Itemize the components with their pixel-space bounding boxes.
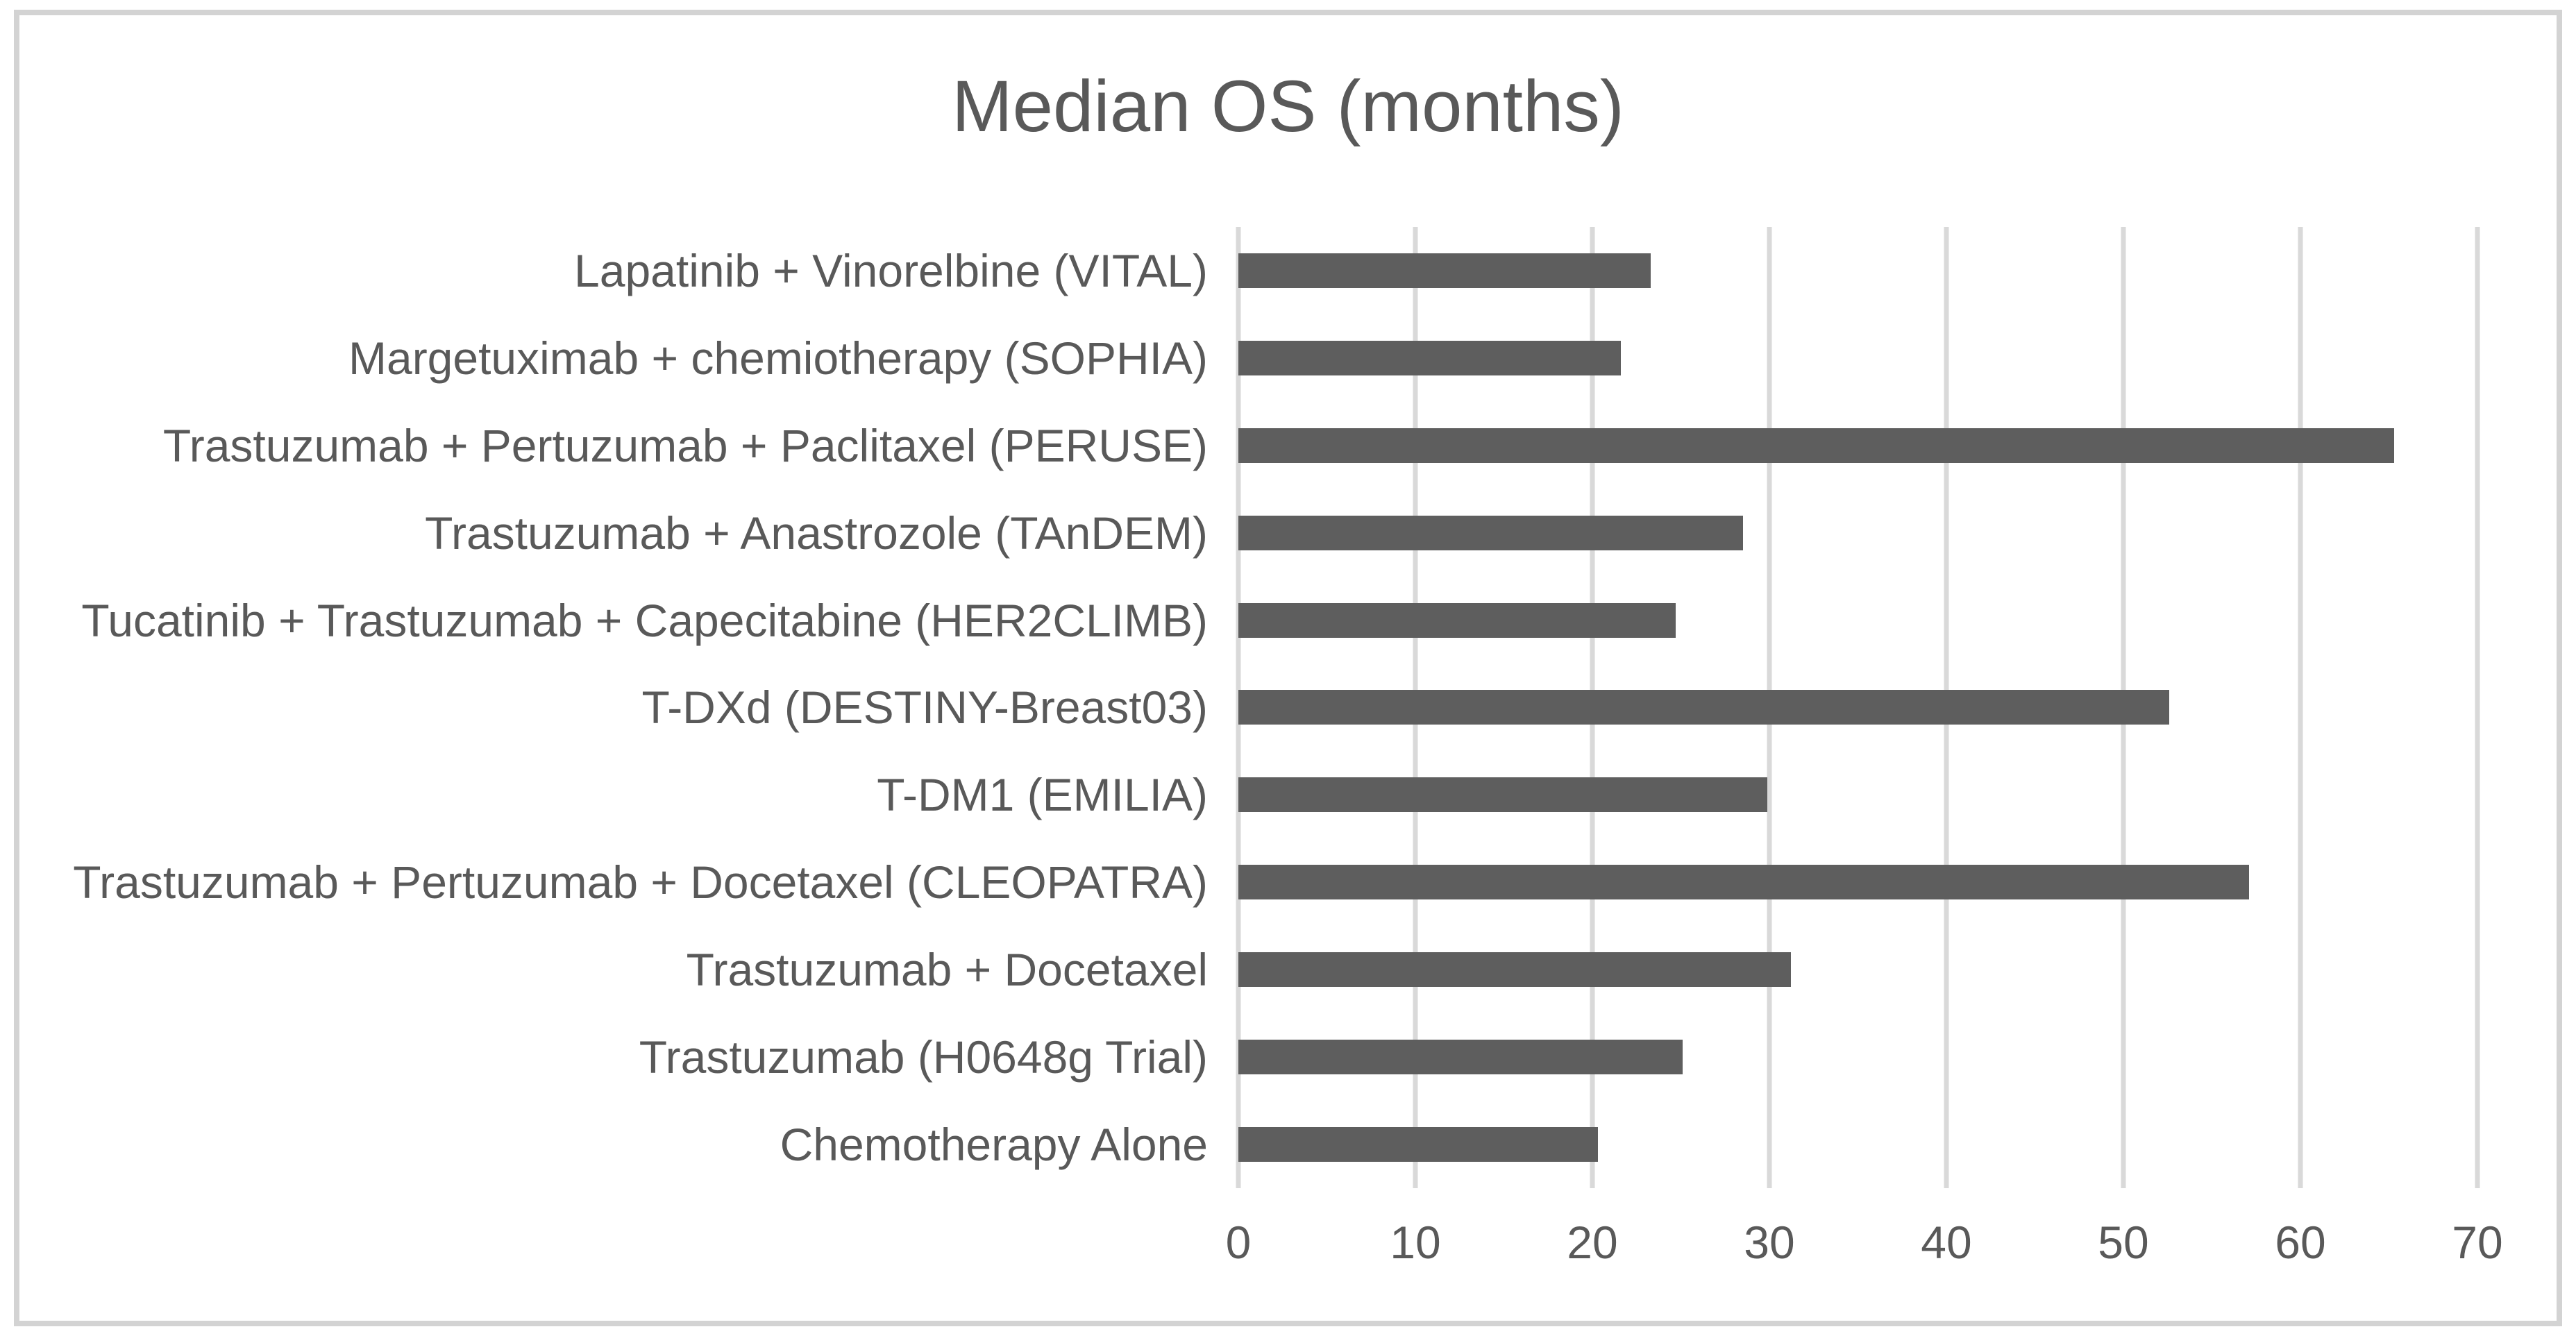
category-label: Lapatinib + Vinorelbine (VITAL) [574, 244, 1208, 296]
bar [1238, 777, 1768, 813]
bar-row [1238, 838, 2477, 926]
x-tick-label: 0 [1225, 1217, 1252, 1268]
x-axis-tick-labels: 0 10 20 30 40 50 60 70 [1226, 1216, 2503, 1278]
bar-row [1238, 1013, 2477, 1101]
bar [1238, 952, 1791, 988]
x-tick-label: 70 [2452, 1217, 2503, 1268]
bar-row [1238, 489, 2477, 577]
plot-area [1236, 227, 2480, 1188]
x-tick-label: 50 [2098, 1217, 2149, 1268]
x-tick-label: 40 [1921, 1217, 1972, 1268]
chart-title: Median OS (months) [952, 66, 1624, 147]
x-tick-label: 30 [1744, 1217, 1795, 1268]
bar [1238, 865, 2250, 900]
chart-frame [14, 10, 2562, 1326]
category-label: Trastuzumab + Pertuzumab + Paclitaxel (P… [162, 419, 1208, 471]
category-label: Trastuzumab + Anastrozole (TAnDEM) [425, 507, 1208, 559]
gridline [2298, 227, 2303, 1188]
category-label: Trastuzumab + Pertuzumab + Docetaxel (CL… [73, 856, 1208, 908]
bar [1238, 602, 1676, 638]
bar [1238, 1040, 1683, 1075]
bar-row [1238, 577, 2477, 664]
category-label: Trastuzumab (H0648g Trial) [639, 1031, 1208, 1083]
x-tick-label: 60 [2275, 1217, 2326, 1268]
bar-row [1238, 751, 2477, 838]
bar-row [1238, 314, 2477, 402]
category-label: Chemotherapy Alone [780, 1119, 1208, 1171]
bar [1238, 428, 2395, 463]
bar-row [1238, 227, 2477, 314]
category-axis-labels: Lapatinib + Vinorelbine (VITAL) Margetuxi… [19, 227, 1208, 1188]
category-label: Trastuzumab + Docetaxel [686, 944, 1208, 996]
bar-row [1238, 402, 2477, 489]
bar [1238, 340, 1621, 375]
x-tick-label: 10 [1390, 1217, 1441, 1268]
category-label: T-DM1 (EMILIA) [877, 769, 1208, 821]
gridline [2475, 227, 2480, 1188]
bar-row [1238, 664, 2477, 752]
bar-row [1238, 926, 2477, 1013]
bar-row [1238, 1101, 2477, 1188]
bar [1238, 690, 2170, 725]
category-label: T-DXd (DESTINY-Breast03) [641, 682, 1208, 734]
bar [1238, 253, 1651, 288]
category-label: Margetuximab + chemiotherapy (SOPHIA) [348, 332, 1208, 384]
bar [1238, 515, 1743, 550]
x-tick-label: 20 [1567, 1217, 1618, 1268]
bar [1238, 1127, 1598, 1162]
category-label: Tucatinib + Trastuzumab + Capecitabine (… [81, 594, 1208, 646]
